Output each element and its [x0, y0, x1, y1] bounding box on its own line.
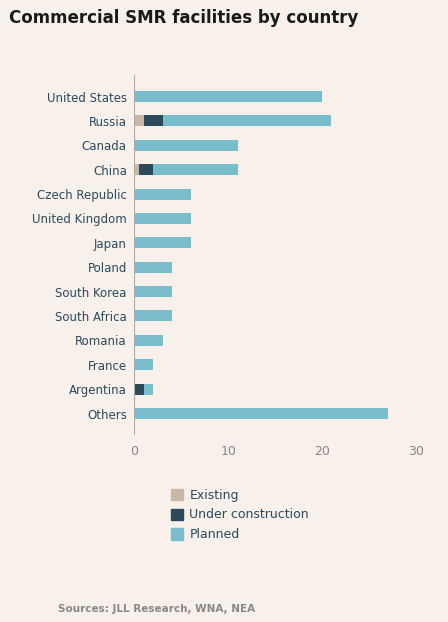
Bar — [134, 408, 388, 419]
Bar — [134, 116, 144, 126]
Legend: Existing, Under construction, Planned: Existing, Under construction, Planned — [171, 488, 309, 541]
Bar — [139, 164, 153, 175]
Bar — [134, 140, 237, 151]
Bar — [134, 286, 172, 297]
Text: Sources: JLL Research, WNA, NEA: Sources: JLL Research, WNA, NEA — [58, 604, 255, 614]
Bar — [144, 116, 163, 126]
Bar — [153, 164, 237, 175]
Bar — [134, 164, 139, 175]
Bar — [144, 384, 153, 394]
Bar — [134, 360, 153, 370]
Bar — [134, 310, 172, 322]
Text: Commercial SMR facilities by country: Commercial SMR facilities by country — [9, 9, 358, 27]
Bar — [134, 213, 191, 224]
Bar — [134, 384, 144, 394]
Bar — [134, 262, 172, 272]
Bar — [134, 91, 322, 102]
Bar — [134, 238, 191, 248]
Bar — [163, 116, 332, 126]
Bar — [134, 188, 191, 200]
Bar — [134, 335, 163, 346]
